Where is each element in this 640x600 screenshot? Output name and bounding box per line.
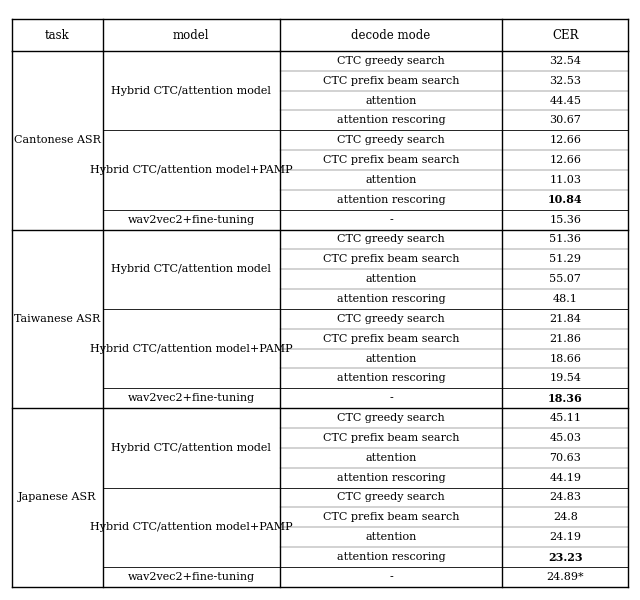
Text: 15.36: 15.36: [549, 215, 581, 224]
Text: attention: attention: [365, 95, 417, 106]
Text: model: model: [173, 29, 210, 41]
Text: Hybrid CTC/attention model: Hybrid CTC/attention model: [111, 86, 271, 95]
Text: 12.66: 12.66: [549, 155, 581, 165]
Text: -: -: [389, 572, 393, 582]
Text: 70.63: 70.63: [549, 453, 581, 463]
Text: 23.23: 23.23: [548, 551, 582, 563]
Text: Taiwanese ASR: Taiwanese ASR: [14, 314, 100, 324]
Text: attention: attention: [365, 353, 417, 364]
Text: 24.89*: 24.89*: [547, 572, 584, 582]
Text: Hybrid CTC/attention model: Hybrid CTC/attention model: [111, 264, 271, 274]
Text: 11.03: 11.03: [549, 175, 581, 185]
Text: CTC greedy search: CTC greedy search: [337, 235, 445, 244]
Text: Hybrid CTC/attention model: Hybrid CTC/attention model: [111, 443, 271, 453]
Text: attention rescoring: attention rescoring: [337, 294, 445, 304]
Text: 45.03: 45.03: [549, 433, 581, 443]
Text: 30.67: 30.67: [549, 115, 581, 125]
Text: 21.84: 21.84: [549, 314, 581, 324]
Text: 12.66: 12.66: [549, 135, 581, 145]
Text: attention rescoring: attention rescoring: [337, 473, 445, 482]
Text: CTC prefix beam search: CTC prefix beam search: [323, 155, 460, 165]
Text: 24.8: 24.8: [553, 512, 578, 523]
Text: -: -: [389, 393, 393, 403]
Text: attention: attention: [365, 453, 417, 463]
Text: attention: attention: [365, 175, 417, 185]
Text: 24.19: 24.19: [549, 532, 581, 542]
Text: 10.84: 10.84: [548, 194, 582, 205]
Text: Japanese ASR: Japanese ASR: [18, 493, 97, 502]
Text: CTC prefix beam search: CTC prefix beam search: [323, 254, 460, 265]
Text: 19.54: 19.54: [549, 373, 581, 383]
Text: attention rescoring: attention rescoring: [337, 195, 445, 205]
Text: 32.54: 32.54: [549, 56, 581, 66]
Text: 32.53: 32.53: [549, 76, 581, 86]
Text: 45.11: 45.11: [549, 413, 581, 423]
Text: 44.19: 44.19: [549, 473, 581, 482]
Text: 21.86: 21.86: [549, 334, 581, 344]
Text: attention rescoring: attention rescoring: [337, 115, 445, 125]
Text: wav2vec2+fine-tuning: wav2vec2+fine-tuning: [128, 393, 255, 403]
Text: 24.83: 24.83: [549, 493, 581, 502]
Text: 18.66: 18.66: [549, 353, 581, 364]
Text: wav2vec2+fine-tuning: wav2vec2+fine-tuning: [128, 572, 255, 582]
Text: CTC greedy search: CTC greedy search: [337, 413, 445, 423]
Text: 55.07: 55.07: [549, 274, 581, 284]
Text: attention: attention: [365, 532, 417, 542]
Text: CTC prefix beam search: CTC prefix beam search: [323, 76, 460, 86]
Text: attention rescoring: attention rescoring: [337, 373, 445, 383]
Text: Hybrid CTC/attention model+PAMP: Hybrid CTC/attention model+PAMP: [90, 522, 292, 532]
Text: 44.45: 44.45: [549, 95, 581, 106]
Text: CTC greedy search: CTC greedy search: [337, 56, 445, 66]
Text: -: -: [389, 215, 393, 224]
Text: 18.36: 18.36: [548, 393, 582, 404]
Text: Hybrid CTC/attention model+PAMP: Hybrid CTC/attention model+PAMP: [90, 344, 292, 353]
Text: CTC prefix beam search: CTC prefix beam search: [323, 512, 460, 523]
Text: CER: CER: [552, 29, 579, 41]
Text: wav2vec2+fine-tuning: wav2vec2+fine-tuning: [128, 215, 255, 224]
Text: Hybrid CTC/attention model+PAMP: Hybrid CTC/attention model+PAMP: [90, 165, 292, 175]
Text: Cantonese ASR: Cantonese ASR: [13, 135, 100, 145]
Text: CTC prefix beam search: CTC prefix beam search: [323, 433, 460, 443]
Text: decode mode: decode mode: [351, 29, 431, 41]
Text: CTC greedy search: CTC greedy search: [337, 314, 445, 324]
Text: 51.29: 51.29: [549, 254, 581, 265]
Text: task: task: [45, 29, 70, 41]
Text: 48.1: 48.1: [553, 294, 578, 304]
Text: attention: attention: [365, 274, 417, 284]
Text: attention rescoring: attention rescoring: [337, 552, 445, 562]
Text: 51.36: 51.36: [549, 235, 581, 244]
Text: CTC prefix beam search: CTC prefix beam search: [323, 334, 460, 344]
Text: CTC greedy search: CTC greedy search: [337, 493, 445, 502]
Text: CTC greedy search: CTC greedy search: [337, 135, 445, 145]
